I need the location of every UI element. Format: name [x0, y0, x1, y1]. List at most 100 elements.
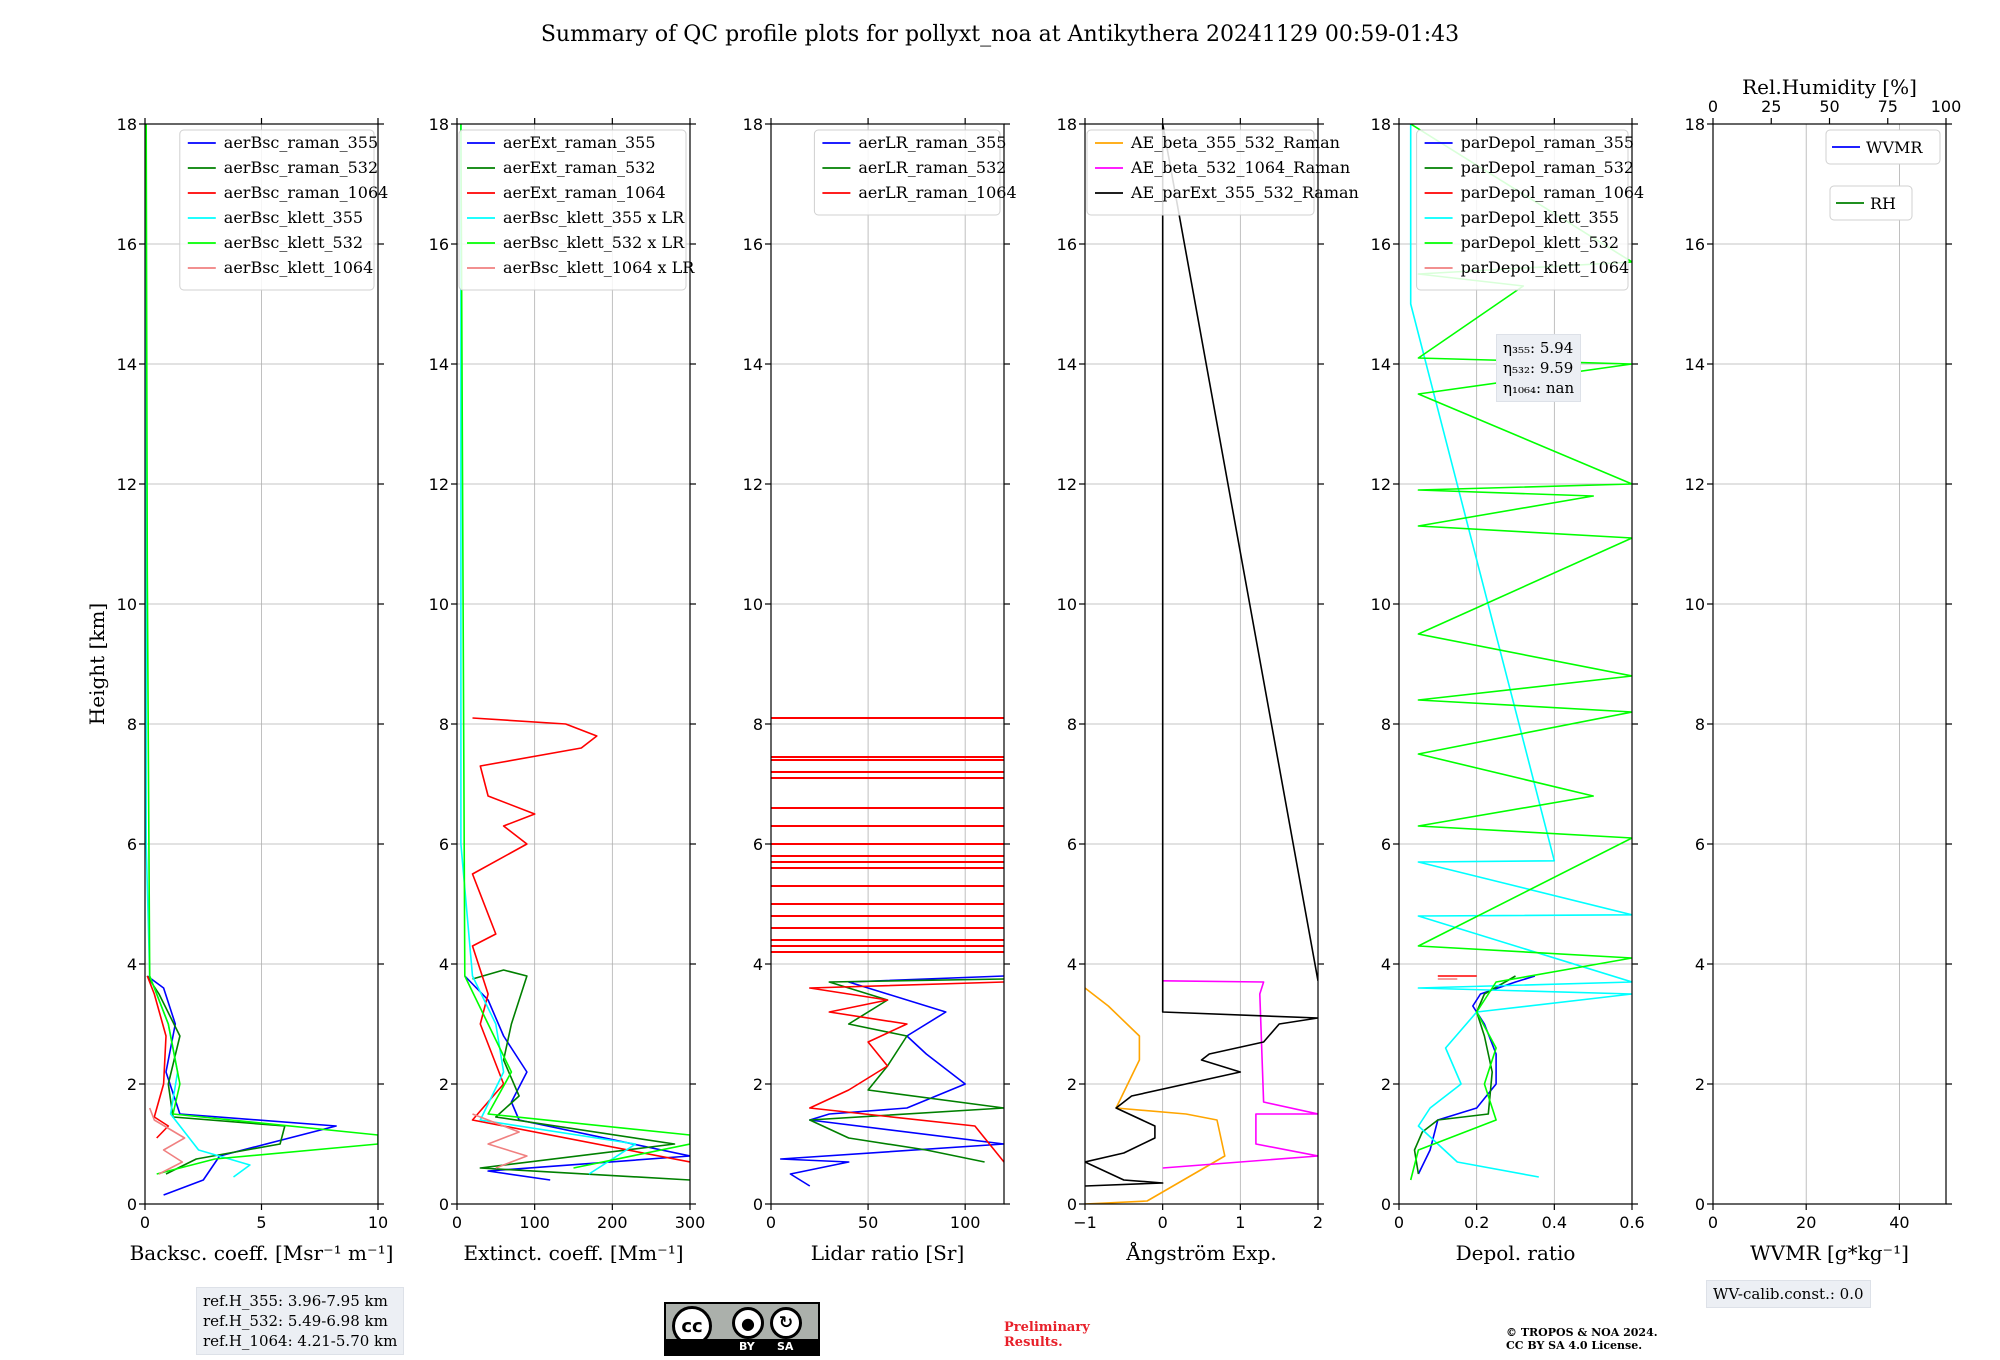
series-line-aerext-raman-1064 [471, 717, 690, 1163]
x-tick-label: 0 [140, 1213, 150, 1232]
y-tick-label: 12 [743, 475, 763, 494]
share-alike-icon: ↻ [770, 1307, 802, 1339]
y-tick-label: 0 [1067, 1195, 1077, 1214]
legend-box [458, 129, 687, 291]
panel-1: 0 2 4 6 8 10 12 14 16 18 0 5 10 Backsc. coeff. [Msr⁻¹… [117, 115, 394, 1265]
y-tick-label: 12 [1371, 475, 1391, 494]
top-x-axis-label: Rel.Humidity [%] [1742, 75, 1917, 99]
y-tick-label: 4 [1695, 955, 1705, 974]
y-tick-label: 12 [1685, 475, 1705, 494]
legend-entry: parDepol_klett_1064 [1461, 258, 1630, 277]
y-tick-label: 14 [1685, 355, 1705, 374]
y-tick-label: 18 [1685, 115, 1705, 134]
series-line-aerbsc-klett-532 [145, 124, 378, 1175]
y-tick-label: 16 [1057, 235, 1077, 254]
x-tick-label: 0.2 [1464, 1213, 1489, 1232]
y-tick-label: 4 [753, 955, 763, 974]
x-tick-label: 5 [256, 1213, 266, 1232]
legend-entry: aerExt_raman_532 [503, 158, 656, 177]
y-tick-label: 18 [429, 115, 449, 134]
wv-calib-box: WV-calib.const.: 0.0 [1706, 1280, 1871, 1308]
preliminary-line-1: Preliminary [1004, 1320, 1090, 1335]
series-line-aerlr-raman-1064 [808, 981, 1004, 1163]
copyright-line-1: © TROPOS & NOA 2024. [1506, 1326, 1658, 1339]
y-tick-label: 10 [1057, 595, 1077, 614]
x-tick-label: 0 [1394, 1213, 1404, 1232]
legend-entry: parDepol_raman_1064 [1461, 183, 1645, 202]
y-tick-label: 16 [743, 235, 763, 254]
x-axis-label: Extinct. coeff. [Mm⁻¹] [463, 1241, 683, 1265]
y-tick-label: 16 [1371, 235, 1391, 254]
y-tick-label: 14 [1057, 355, 1077, 374]
y-tick-label: 18 [117, 115, 137, 134]
legend-box [1825, 129, 1941, 165]
legend-entry: WVMR [1866, 138, 1923, 157]
y-tick-label: 18 [1057, 115, 1077, 134]
top-x-tick-label: 100 [1931, 97, 1962, 116]
y-tick-label: 4 [127, 955, 137, 974]
x-tick-label: 0.6 [1619, 1213, 1644, 1232]
y-tick-label: 14 [429, 355, 449, 374]
y-tick-label: 2 [1067, 1075, 1077, 1094]
y-tick-label: 2 [127, 1075, 137, 1094]
x-axis-label: Backsc. coeff. [Msr⁻¹ m⁻¹] [130, 1241, 394, 1265]
y-tick-label: 0 [1695, 1195, 1705, 1214]
y-tick-label: 14 [743, 355, 763, 374]
legend-entry: AE_beta_355_532_Raman [1130, 133, 1340, 152]
top-x-tick-label: 75 [1878, 97, 1898, 116]
x-axis-label: WVMR [g*kg⁻¹] [1750, 1241, 1909, 1265]
legend-entry: AE_beta_532_1064_Raman [1130, 158, 1350, 177]
cc-by-label: BY [739, 1340, 755, 1353]
x-tick-label: 100 [519, 1213, 550, 1232]
y-tick-label: 12 [429, 475, 449, 494]
y-tick-label: 18 [743, 115, 763, 134]
series-line-aerbsc-klett-1064 [148, 1107, 186, 1175]
y-tick-label: 2 [1381, 1075, 1391, 1094]
y-tick-label: 16 [429, 235, 449, 254]
ref-height-1064: ref.H_1064: 4.21-5.70 km [203, 1332, 398, 1350]
y-tick-label: 8 [1067, 715, 1077, 734]
y-axis-label: Height [km] [85, 603, 109, 725]
y-tick-label: 8 [439, 715, 449, 734]
y-tick-label: 4 [1381, 955, 1391, 974]
legend-entry: RH [1870, 194, 1896, 213]
y-tick-label: 14 [117, 355, 137, 374]
y-tick-label: 16 [1685, 235, 1705, 254]
y-tick-label: 12 [1057, 475, 1077, 494]
x-tick-label: −1 [1073, 1213, 1097, 1232]
top-x-tick-label: 50 [1819, 97, 1839, 116]
axes-frame [456, 123, 691, 1205]
x-axis-label: Lidar ratio [Sr] [811, 1241, 965, 1265]
top-x-tick-label: 25 [1761, 97, 1781, 116]
attribution-icon: ● [732, 1307, 764, 1339]
y-tick-label: 0 [127, 1195, 137, 1214]
x-axis-label: Depol. ratio [1456, 1241, 1576, 1265]
copyright-line-2: CC BY SA 4.0 License. [1506, 1339, 1643, 1352]
y-tick-label: 10 [429, 595, 449, 614]
cc-sa-label: SA [777, 1340, 794, 1353]
series-line-ae-beta-355-532-raman [1085, 987, 1226, 1204]
axes-frame [1084, 123, 1319, 1205]
y-tick-label: 8 [127, 715, 137, 734]
legend-entry: aerBsc_klett_1064 x LR [503, 258, 695, 277]
series-line-aerbsc-raman-1064 [146, 975, 170, 1139]
copyright-note: © TROPOS & NOA 2024. CC BY SA 4.0 Licens… [1506, 1326, 1658, 1352]
axes-frame [1712, 123, 1947, 1205]
y-tick-label: 12 [117, 475, 137, 494]
eta-355: η₃₅₅: 5.94 [1503, 339, 1574, 357]
legend-entry: parDepol_raman_532 [1461, 158, 1634, 177]
y-tick-label: 10 [743, 595, 763, 614]
x-tick-label: 50 [858, 1213, 878, 1232]
y-tick-label: 6 [127, 835, 137, 854]
y-tick-label: 0 [1381, 1195, 1391, 1214]
eta-box: η₃₅₅: 5.94 η₅₃₂: 9.59 η₁₀₆₄: nan [1496, 334, 1582, 402]
reference-heights-box: ref.H_355: 3.96-7.95 km ref.H_532: 5.49-… [196, 1287, 405, 1355]
y-tick-label: 0 [753, 1195, 763, 1214]
y-tick-label: 6 [753, 835, 763, 854]
y-tick-label: 6 [1067, 835, 1077, 854]
preliminary-line-2: Results. [1004, 1335, 1063, 1350]
series-line-aerext-raman-532 [472, 969, 690, 1181]
legend-entry: aerBsc_klett_355 x LR [503, 208, 685, 227]
